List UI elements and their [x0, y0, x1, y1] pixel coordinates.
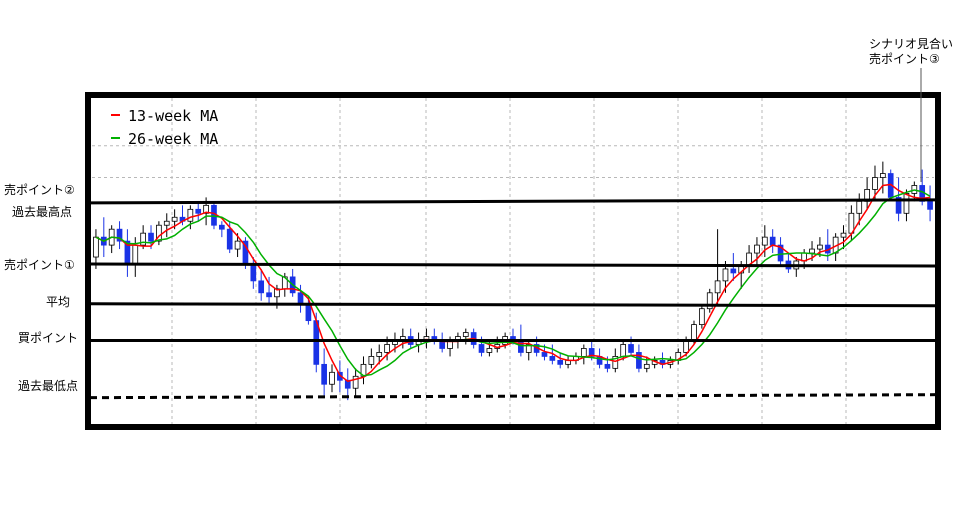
candle-body-65: [604, 363, 611, 369]
candle-body-12: [187, 208, 194, 222]
level-line-average: [89, 302, 937, 308]
candle-body-32: [344, 379, 351, 389]
candle-body-5: [132, 244, 139, 266]
candle-body-10: [171, 216, 178, 222]
candle-body-69: [636, 352, 642, 369]
candle-body-21: [258, 280, 265, 294]
candle-body-103: [903, 193, 910, 214]
candle-body-54: [518, 340, 524, 353]
candle-body-106: [927, 200, 933, 210]
candle-body-100: [880, 173, 886, 178]
candle-body-7: [148, 232, 154, 242]
candle-body-76: [691, 324, 697, 341]
legend: 13-week MA 26-week MA: [111, 107, 218, 148]
candle-body-17: [226, 228, 233, 250]
candle-body-14: [203, 204, 209, 214]
candle-body-35: [368, 356, 375, 365]
candle-body-63: [588, 348, 595, 357]
candle-body-57: [541, 352, 548, 357]
legend-ma13-label: 13-week MA: [128, 107, 218, 125]
candle-body-50: [486, 348, 493, 353]
candle-body-22: [266, 292, 272, 298]
candle-body-55: [525, 344, 532, 353]
candle-body-68: [628, 344, 634, 353]
candle-body-81: [730, 268, 737, 274]
annotation-line-2: 売ポイント③: [869, 51, 940, 66]
legend-ma26-label: 26-week MA: [128, 130, 218, 148]
ma-layer: [95, 183, 931, 383]
candle-body-27: [305, 304, 312, 322]
candle-body-66: [612, 356, 619, 369]
candle-body-30: [329, 371, 335, 385]
candle-body-75: [683, 340, 689, 353]
ma26-line: [95, 189, 931, 377]
label-all-time-high: 過去最高点: [12, 204, 72, 219]
label-sell-point-2: 売ポイント②: [4, 182, 75, 197]
candle-body-20: [250, 264, 257, 282]
candle-body-85: [761, 236, 768, 246]
ma13-line: [95, 183, 931, 383]
candle-body-9: [163, 220, 170, 226]
candle-body-62: [580, 348, 587, 357]
candle-body-95: [840, 232, 847, 238]
candle-body-36: [376, 352, 383, 357]
candle-body-84: [754, 244, 760, 254]
scenario-annotation: シナリオ見合い 売ポイント③: [869, 36, 953, 182]
level-layer: [89, 198, 937, 400]
candle-body-99: [872, 177, 878, 190]
candle-body-79: [714, 280, 721, 294]
candle-body-97: [856, 200, 863, 214]
candle-body-59: [557, 359, 564, 365]
candle-body-102: [895, 196, 902, 214]
candle-body-37: [384, 344, 390, 353]
candle-body-91: [809, 248, 815, 254]
candle-body-47: [462, 332, 469, 337]
candle-body-29: [321, 363, 327, 385]
level-labels: 売ポイント② 過去最高点 売ポイント① 平均 買ポイント 過去最低点: [4, 182, 78, 393]
candle-body-92: [817, 244, 823, 250]
label-buy-point: 買ポイント: [18, 331, 78, 345]
candle-body-67: [620, 344, 627, 357]
candle-layer: [93, 161, 933, 401]
candle-body-23: [274, 288, 280, 298]
level-line-sell-1: [89, 262, 937, 268]
candle-body-3: [116, 228, 123, 242]
candle-body-16: [219, 224, 225, 230]
candle-body-33: [352, 375, 359, 389]
candle-body-86: [769, 236, 776, 246]
candle-body-77: [699, 308, 705, 326]
candle-body-87: [777, 244, 784, 262]
level-line-high: [89, 198, 937, 205]
label-all-time-low: 過去最低点: [18, 379, 78, 393]
candle-body-0: [93, 236, 99, 258]
candle-body-18: [234, 240, 241, 250]
candle-body-78: [706, 292, 713, 310]
label-sell-point-1: 売ポイント①: [4, 257, 75, 272]
candle-body-13: [195, 208, 202, 214]
label-average: 平均: [46, 295, 70, 309]
candle-body-70: [643, 363, 650, 369]
level-line-low: [89, 393, 937, 400]
candle-body-80: [722, 268, 729, 282]
candle-body-58: [549, 356, 556, 361]
annotation-line-1: シナリオ見合い: [869, 36, 953, 51]
plot-frame: [85, 92, 941, 430]
candle-body-15: [211, 204, 217, 226]
candle-body-6: [140, 232, 146, 246]
candle-body-49: [478, 344, 485, 353]
candle-body-8: [156, 224, 162, 242]
